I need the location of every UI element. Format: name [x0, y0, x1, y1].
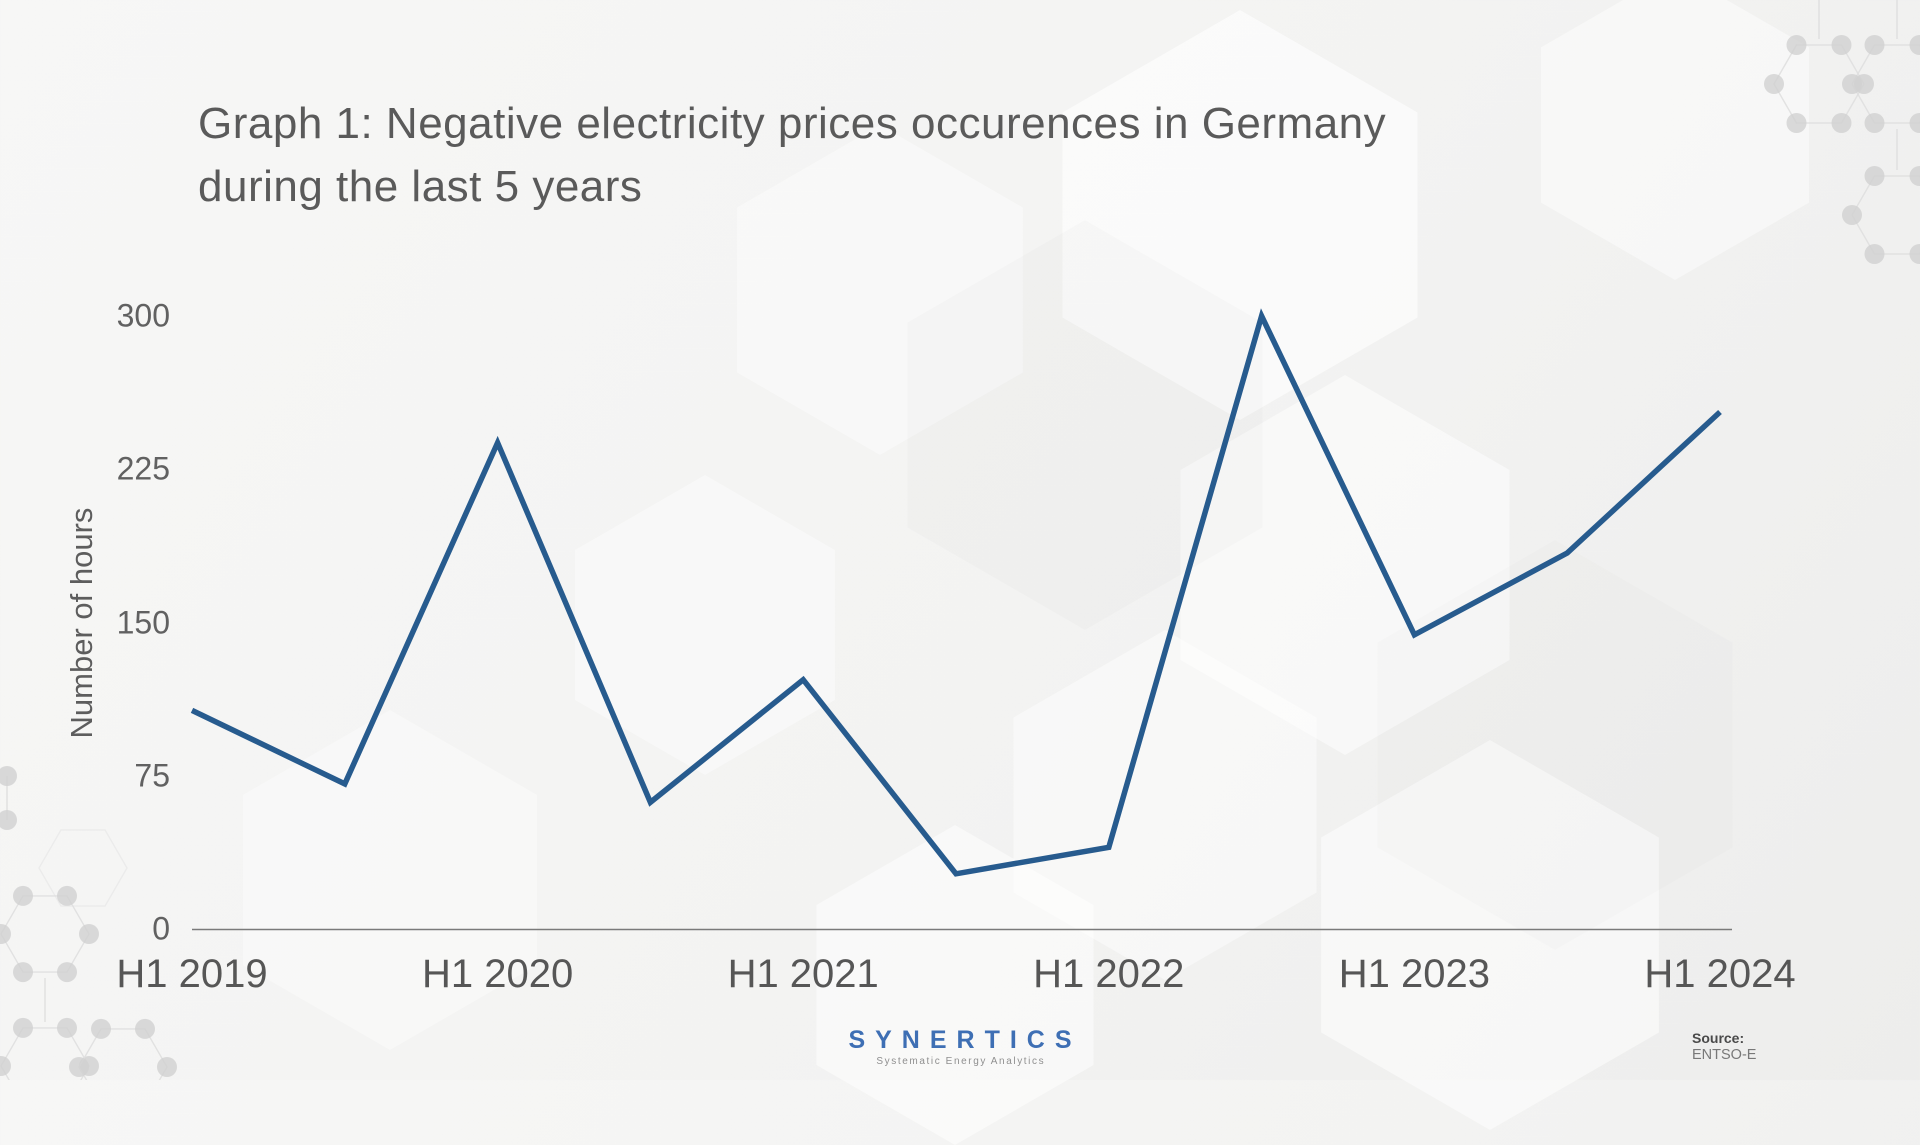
footer-brand: SYNERTICS Systematic Energy Analytics	[0, 1026, 1920, 1067]
brand-tagline: Systematic Energy Analytics	[0, 1056, 1920, 1067]
y-tick-label: 300	[40, 298, 170, 335]
x-tick-label: H1 2020	[368, 952, 628, 997]
y-tick-label: 0	[40, 911, 170, 948]
x-tick-label: H1 2019	[62, 952, 322, 997]
chart-text-layer: Graph 1: Negative electricity prices occ…	[0, 0, 1920, 1080]
source-label: Source:	[1692, 1030, 1756, 1046]
chart-title: Graph 1: Negative electricity prices occ…	[198, 92, 1386, 218]
source-block: Source: ENTSO-E	[1692, 1030, 1756, 1063]
chart-title-line1: Graph 1: Negative electricity prices occ…	[198, 92, 1386, 155]
source-value: ENTSO-E	[1692, 1047, 1756, 1063]
y-tick-label: 225	[40, 451, 170, 488]
brand-logo-text: SYNERTICS	[0, 1026, 1920, 1055]
x-tick-label: H1 2023	[1284, 952, 1544, 997]
x-tick-label: H1 2021	[673, 952, 933, 997]
y-tick-label: 150	[40, 604, 170, 641]
x-tick-label: H1 2024	[1590, 952, 1850, 997]
y-tick-label: 75	[40, 757, 170, 794]
x-tick-label: H1 2022	[979, 952, 1239, 997]
chart-title-line2: during the last 5 years	[198, 155, 1386, 218]
